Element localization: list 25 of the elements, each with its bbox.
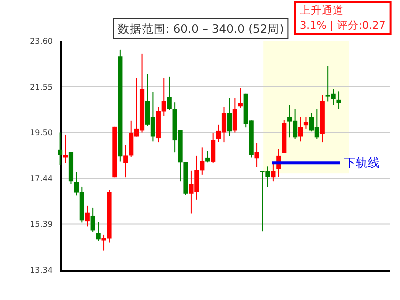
candlestick <box>298 116 304 142</box>
y-tick-label: 19.50 <box>30 128 53 138</box>
candlestick <box>96 222 101 242</box>
candlestick <box>336 91 342 110</box>
y-tick-label: 21.55 <box>30 82 53 92</box>
candlestick <box>124 144 128 178</box>
candlestick <box>304 116 309 130</box>
candlestick <box>167 76 172 110</box>
candlestick <box>85 205 90 228</box>
candlestick <box>206 150 210 164</box>
candlestick <box>232 98 238 134</box>
chart-title: 数据范围: 60.0 – 340.0 (52周) <box>118 22 284 36</box>
candlestick <box>90 207 96 233</box>
candlestick <box>254 142 260 168</box>
y-tick-label: 15.39 <box>30 220 53 230</box>
candlestick <box>58 132 63 166</box>
ref-line-label: 下轨线 <box>344 156 380 170</box>
y-tick-label: 13.34 <box>30 266 53 275</box>
candlestick <box>271 164 276 182</box>
y-tick-label: 17.44 <box>30 174 53 184</box>
candlestick <box>227 98 232 137</box>
annotation-box: 上升通道 3.1% | 评分:0.27 <box>294 1 392 35</box>
candlestick <box>211 132 216 164</box>
candlestick <box>63 134 68 164</box>
y-tick-label: 23.60 <box>30 37 53 46</box>
